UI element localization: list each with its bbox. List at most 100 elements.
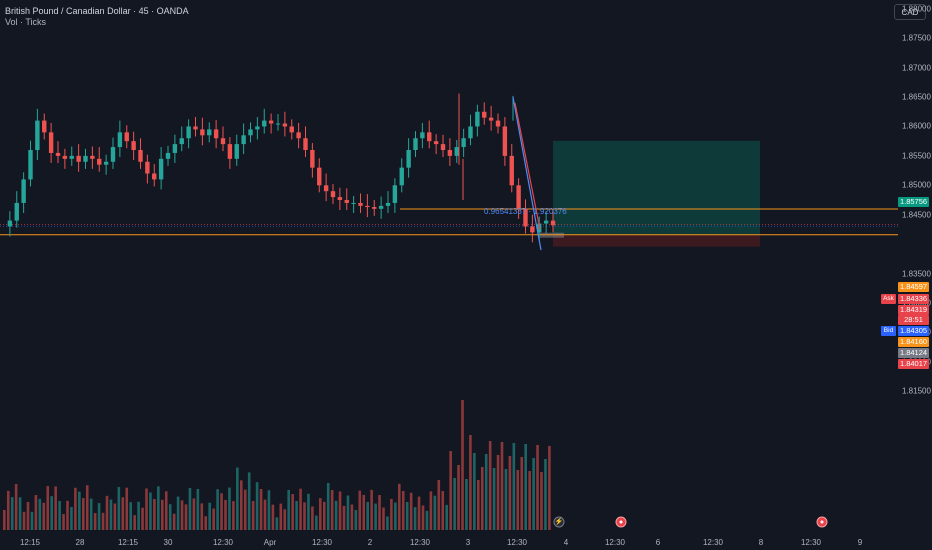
- candle-body: [427, 132, 432, 142]
- countdown-tag: 28:51: [898, 315, 929, 325]
- volume-bar: [295, 501, 298, 530]
- candle-body: [165, 152, 171, 159]
- price-axis-label: 1.85000: [902, 180, 931, 190]
- volume-bar: [42, 502, 46, 530]
- candle-body: [42, 120, 47, 133]
- currency-button[interactable]: CAD: [894, 4, 926, 20]
- volume-bar: [405, 501, 409, 530]
- time-axis-label: 30: [163, 538, 173, 547]
- price-axis-label: 1.86500: [902, 92, 931, 102]
- volume-bar: [429, 491, 433, 530]
- fib-annotation[interactable]: 0.96541337 · 1.920376: [484, 207, 567, 216]
- volume-bar: [247, 472, 251, 530]
- candle-body: [48, 132, 54, 153]
- volume-bar: [453, 478, 456, 530]
- candle-body: [530, 226, 535, 233]
- candle-body: [138, 150, 143, 162]
- candle-body: [289, 126, 294, 133]
- candle-body: [378, 205, 384, 209]
- price-axis-label: 1.85500: [902, 151, 931, 161]
- volume-bar: [382, 507, 385, 530]
- candle-body: [275, 123, 281, 125]
- candle-body: [523, 208, 528, 227]
- volume-indicator-title[interactable]: Vol · Ticks: [5, 17, 47, 27]
- candle-body: [69, 155, 74, 159]
- volume-bar: [508, 456, 512, 530]
- volume-bar: [224, 500, 227, 530]
- candle-body: [220, 138, 226, 145]
- candle-body: [468, 126, 473, 139]
- candle-body: [303, 138, 308, 150]
- candle-body: [172, 144, 178, 153]
- volume-bar: [409, 492, 413, 530]
- volume-bar: [303, 502, 306, 530]
- volume-bar: [334, 500, 338, 530]
- volume-bar: [465, 479, 468, 530]
- candle-body: [461, 138, 466, 148]
- volume-bar: [22, 511, 26, 530]
- candle-body: [14, 202, 19, 221]
- volume-bar: [378, 495, 381, 530]
- volume-bar: [259, 489, 263, 530]
- symbol-title[interactable]: British Pound / Canadian Dollar · 45 · O…: [5, 6, 189, 16]
- volume-bar: [228, 487, 231, 530]
- time-axis-label: 12:30: [311, 538, 333, 547]
- trend-line: [512, 96, 542, 251]
- candle-body: [282, 123, 288, 127]
- candle-body: [234, 144, 239, 159]
- volume-bar: [145, 488, 148, 530]
- take-profit-tag: 1.85756: [898, 197, 929, 207]
- candle-body: [262, 120, 267, 127]
- candle-body: [323, 185, 329, 192]
- volume-bar: [457, 465, 460, 530]
- volume-bar: [398, 483, 401, 530]
- volume-bar: [137, 501, 140, 530]
- chart-legend: British Pound / Canadian Dollar · 45 · O…: [5, 6, 189, 28]
- volume-bar: [484, 454, 488, 530]
- volume-bar: [180, 500, 184, 530]
- price-axis-label: 1.87500: [902, 33, 931, 43]
- candle-body: [193, 126, 198, 130]
- time-axis-label: 12:15: [117, 538, 139, 547]
- volume-bar: [330, 490, 334, 530]
- price-axis-label: 1.87000: [902, 63, 931, 73]
- volume-bar: [141, 507, 144, 530]
- economic-event-icon[interactable]: [615, 516, 627, 528]
- volume-bar: [394, 502, 397, 530]
- volume-bar: [540, 472, 543, 530]
- lightning-event-icon[interactable]: ⚡: [553, 516, 565, 528]
- volume-bar: [488, 441, 492, 530]
- volume-bar: [413, 507, 417, 530]
- low-price-tag-b: 1.84017: [898, 359, 929, 369]
- volume-bar: [311, 506, 314, 530]
- volume-bar: [528, 471, 531, 530]
- volume-bar: [243, 489, 247, 530]
- volume-bar: [14, 484, 18, 530]
- volume-bar: [125, 487, 129, 530]
- volume-bar: [326, 482, 330, 530]
- time-axis-label: 12:30: [409, 538, 431, 547]
- time-axis-label: 12:30: [604, 538, 626, 547]
- time-axis-label: 12:30: [212, 538, 234, 547]
- candle-body: [495, 120, 501, 127]
- economic-event-icon[interactable]: [816, 516, 828, 528]
- volume-bar: [54, 486, 57, 530]
- entry-price-tag: 1.84160: [898, 337, 929, 347]
- candle-body: [7, 220, 13, 227]
- volume-bar: [129, 502, 132, 530]
- candle-body: [28, 150, 33, 180]
- candle-body: [406, 150, 411, 168]
- volume-bar: [425, 510, 429, 530]
- time-axis-label: 8: [758, 538, 764, 547]
- candle-body: [131, 141, 136, 150]
- volume-bar: [287, 489, 290, 530]
- volume-bar: [524, 444, 527, 530]
- volume-bar: [101, 512, 105, 530]
- volume-bar: [34, 495, 38, 530]
- ask-label: Ask: [881, 294, 896, 304]
- volume-bar: [449, 451, 452, 530]
- volume-bar: [26, 501, 30, 530]
- volume-bar: [358, 490, 362, 530]
- candle-body: [97, 158, 102, 165]
